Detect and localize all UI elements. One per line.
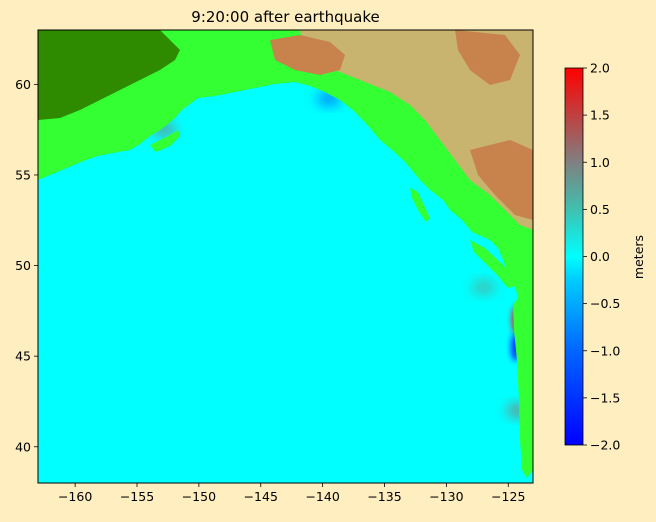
colorbar-tick-label: 2.0 (590, 61, 610, 76)
x-tick-label: −160 (58, 489, 92, 504)
colorbar-tick-label: 1.5 (590, 108, 610, 123)
colorbar-ticks: 2.0 1.5 1.0 0.5 0.0 −0.5 −1.0 −1.5 −2.0 (583, 61, 620, 453)
x-axis: −160 −155 −150 −145 −140 −135 −130 −125 (58, 483, 525, 504)
haida-gwaii (410, 188, 430, 222)
map-axes (38, 30, 533, 483)
y-tick-label: 40 (15, 439, 31, 454)
x-tick-label: −140 (305, 489, 339, 504)
colorbar-tick-label: −1.0 (590, 343, 620, 358)
x-tick-label: −125 (491, 489, 525, 504)
colorbar-tick-label: 0.0 (590, 249, 610, 264)
mountain-zone (470, 140, 533, 220)
plot-frame (37, 29, 534, 484)
mountain-zone (455, 30, 520, 85)
forest-band (38, 30, 180, 120)
y-tick-label: 55 (15, 167, 31, 182)
highland-zone (300, 30, 533, 230)
colorbar-gradient (564, 67, 584, 446)
colorbar-label: meters (631, 235, 646, 279)
x-tick-label: −145 (244, 489, 278, 504)
y-axis: 40 45 50 55 60 (15, 77, 38, 454)
anomaly-offshore-shoal (471, 280, 496, 295)
landmass (38, 30, 533, 478)
colorbar: 2.0 1.5 1.0 0.5 0.0 −0.5 −1.0 −1.5 −2.0 meters (564, 61, 646, 453)
vancouver-island (470, 240, 516, 288)
x-tick-label: −135 (367, 489, 401, 504)
mountain-zone (270, 35, 345, 75)
x-tick-label: −130 (429, 489, 463, 504)
x-tick-label: −155 (120, 489, 154, 504)
colorbar-tick-label: −1.5 (590, 390, 620, 405)
colorbar-tick-label: −2.0 (590, 438, 620, 453)
colorbar-tick-label: −0.5 (590, 296, 620, 311)
y-tick-label: 50 (15, 258, 31, 273)
kodiak-island (150, 130, 180, 152)
colorbar-tick-label: 0.5 (590, 202, 610, 217)
alaska-land (38, 30, 533, 478)
x-tick-label: −150 (182, 489, 216, 504)
colorbar-tick-label: 1.0 (590, 155, 610, 170)
y-tick-label: 45 (15, 349, 31, 364)
y-tick-label: 60 (15, 77, 31, 92)
chart-title: 9:20:00 after earthquake (191, 8, 379, 26)
